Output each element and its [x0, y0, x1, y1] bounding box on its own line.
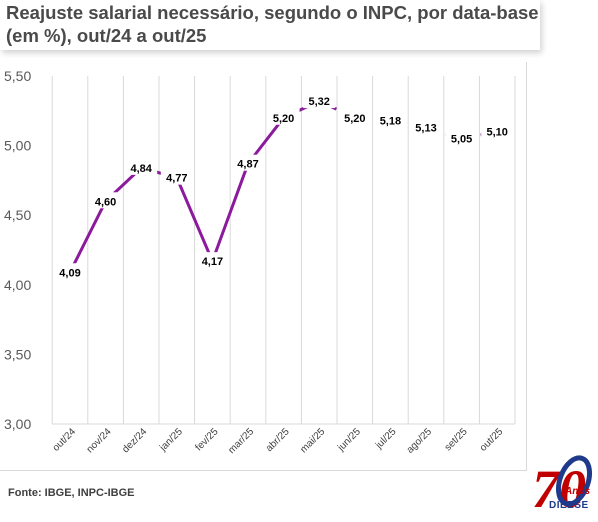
- logo-mark: 70: [532, 455, 593, 519]
- x-tick-label: fev/25: [193, 426, 220, 453]
- data-label-group: 4,87: [232, 154, 264, 171]
- logo-ring-icon: [555, 455, 593, 507]
- data-label-bg: [267, 108, 300, 125]
- data-label-bg: [410, 118, 442, 135]
- data-label: 4,87: [237, 159, 258, 171]
- x-tick-label: nov/24: [85, 426, 114, 455]
- data-label: 4,60: [95, 196, 116, 208]
- data-label: 4,77: [166, 173, 187, 185]
- data-label-bg: [196, 252, 229, 269]
- data-label-group: 5,13: [410, 118, 442, 135]
- data-label-bg: [374, 111, 407, 128]
- data-label: 5,13: [415, 123, 436, 135]
- data-label-bg: [303, 92, 336, 109]
- data-label: 4,09: [59, 267, 80, 279]
- x-tick-label: dez/24: [120, 426, 149, 455]
- x-tick-label: ago/25: [405, 426, 435, 456]
- data-label-group: 5,18: [374, 111, 407, 128]
- x-tick-label: out/25: [478, 426, 506, 454]
- data-label-bg: [232, 154, 264, 171]
- data-label: 4,17: [202, 256, 223, 268]
- data-label-group: 5,10: [481, 122, 514, 139]
- y-tick-label: 5,00: [4, 138, 31, 154]
- data-label-group: 4,77: [160, 168, 193, 185]
- y-tick-label: 3,50: [4, 346, 31, 362]
- data-label-bg: [160, 168, 193, 185]
- data-label-group: 4,17: [196, 252, 229, 269]
- data-label: 4,84: [130, 163, 152, 175]
- x-tick-label: out/24: [51, 426, 79, 454]
- data-label-group: 5,32: [303, 92, 336, 109]
- data-label-bg: [445, 129, 478, 146]
- dieese-logo: 70 Anos DIEESE: [530, 455, 598, 519]
- logo-name: DIEESE: [549, 500, 589, 511]
- x-tick-label: jun/25: [335, 426, 363, 454]
- data-label-bg: [481, 122, 514, 139]
- y-tick-label: 3,00: [4, 416, 31, 432]
- data-label-bg: [54, 263, 86, 280]
- data-label-group: 4,09: [54, 263, 86, 280]
- x-tick-label: mar/25: [226, 426, 256, 456]
- data-label: 5,05: [451, 134, 472, 146]
- y-tick-label: 4,50: [4, 207, 31, 223]
- source-note: Fonte: IBGE, INPC-IBGE: [8, 487, 135, 499]
- data-label: 5,32: [308, 96, 329, 108]
- data-label-bg: [125, 158, 158, 175]
- x-tick-label: set/25: [443, 426, 470, 453]
- data-label: 5,20: [273, 113, 294, 125]
- data-label-bg: [338, 108, 371, 125]
- x-tick-label: abr/25: [264, 426, 292, 454]
- data-label: 5,10: [486, 127, 507, 139]
- logo-anos: Anos: [565, 486, 590, 497]
- x-tick-label: mai/25: [298, 426, 327, 455]
- y-tick-label: 5,50: [4, 68, 31, 84]
- y-tick-label: 4,00: [4, 277, 31, 293]
- data-label-group: 5,20: [267, 108, 300, 125]
- chart-title: Reajuste salarial necessário, segundo o …: [6, 2, 539, 46]
- x-tick-label: jan/25: [157, 426, 185, 454]
- data-label: 5,20: [344, 113, 365, 125]
- title-box: Reajuste salarial necessário, segundo o …: [0, 0, 540, 50]
- data-label-group: 5,05: [445, 129, 478, 146]
- data-label-group: 4,60: [89, 192, 122, 209]
- data-label-bg: [89, 192, 122, 209]
- chart-frame: [0, 62, 527, 471]
- data-label-group: 5,20: [338, 108, 371, 125]
- data-label-group: 4,84: [125, 158, 158, 175]
- x-tick-label: jul/25: [373, 426, 399, 452]
- data-label: 5,18: [380, 116, 401, 128]
